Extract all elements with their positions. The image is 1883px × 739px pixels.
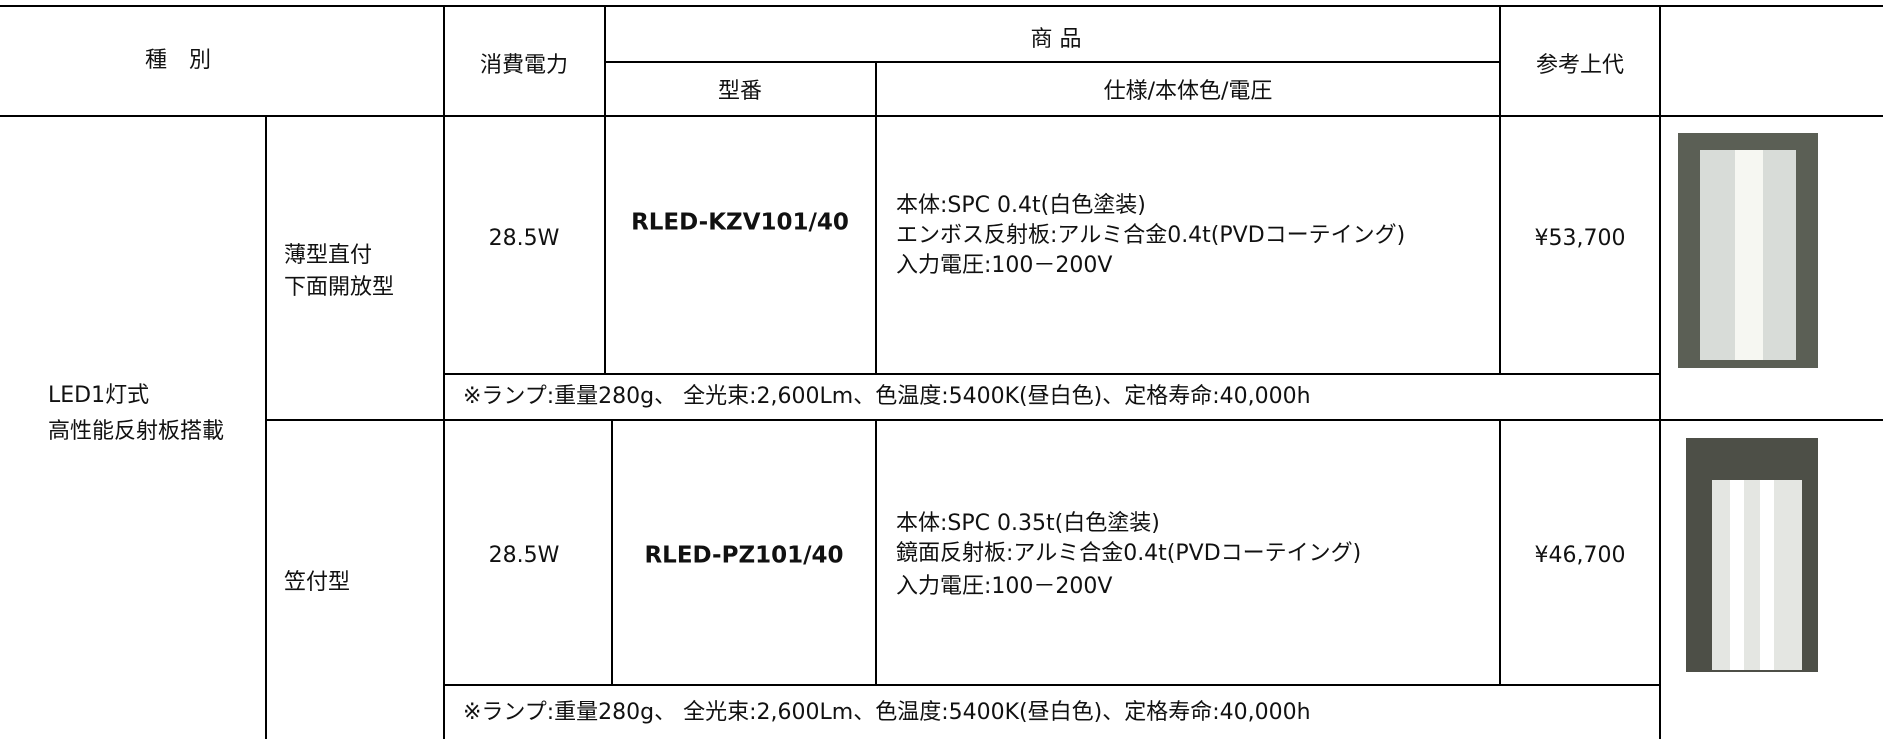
header: 種 別 (145, 48, 211, 73)
spec: 入力電圧:100－200V (896, 574, 1112, 599)
grid-lines (0, 5, 1883, 739)
type: 下面開放型 (284, 275, 394, 300)
spec: 本体:SPC 0.35t(白色塗装) (896, 511, 1160, 536)
header: 商 品 (1031, 27, 1082, 52)
header: 型番 (718, 79, 762, 104)
spec: エンボス反射板:アルミ合金0.4t(PVDコーテイング) (896, 223, 1405, 248)
type: 笠付型 (284, 570, 350, 595)
group: 高性能反射板搭載 (48, 419, 224, 444)
header: 仕様/本体色/電圧 (1104, 79, 1273, 104)
spec: 入力電圧:100－200V (896, 253, 1112, 278)
spec: 本体:SPC 0.4t(白色塗装) (896, 193, 1146, 218)
power: 28.5W (489, 543, 560, 568)
price: ¥53,700 (1535, 226, 1626, 251)
power: 28.5W (489, 226, 560, 251)
spec: 鏡面反射板:アルミ合金0.4t(PVDコーテイング) (896, 541, 1361, 566)
model: RLED-PZ101/40 (644, 543, 843, 569)
type: 薄型直付 (284, 243, 372, 268)
note: ※ランプ:重量280g、 全光束:2,600Lm、色温度:5400K(昼白色)、… (463, 700, 1311, 725)
model: RLED-KZV101/40 (631, 210, 849, 236)
note: ※ランプ:重量280g、 全光束:2,600Lm、色温度:5400K(昼白色)、… (463, 384, 1311, 409)
group: LED1灯式 (48, 383, 149, 408)
header: 参考上代 (1536, 53, 1624, 78)
photo (1678, 133, 1818, 368)
price: ¥46,700 (1535, 543, 1626, 568)
header: 消費電力 (480, 53, 568, 78)
photo (1686, 438, 1818, 672)
